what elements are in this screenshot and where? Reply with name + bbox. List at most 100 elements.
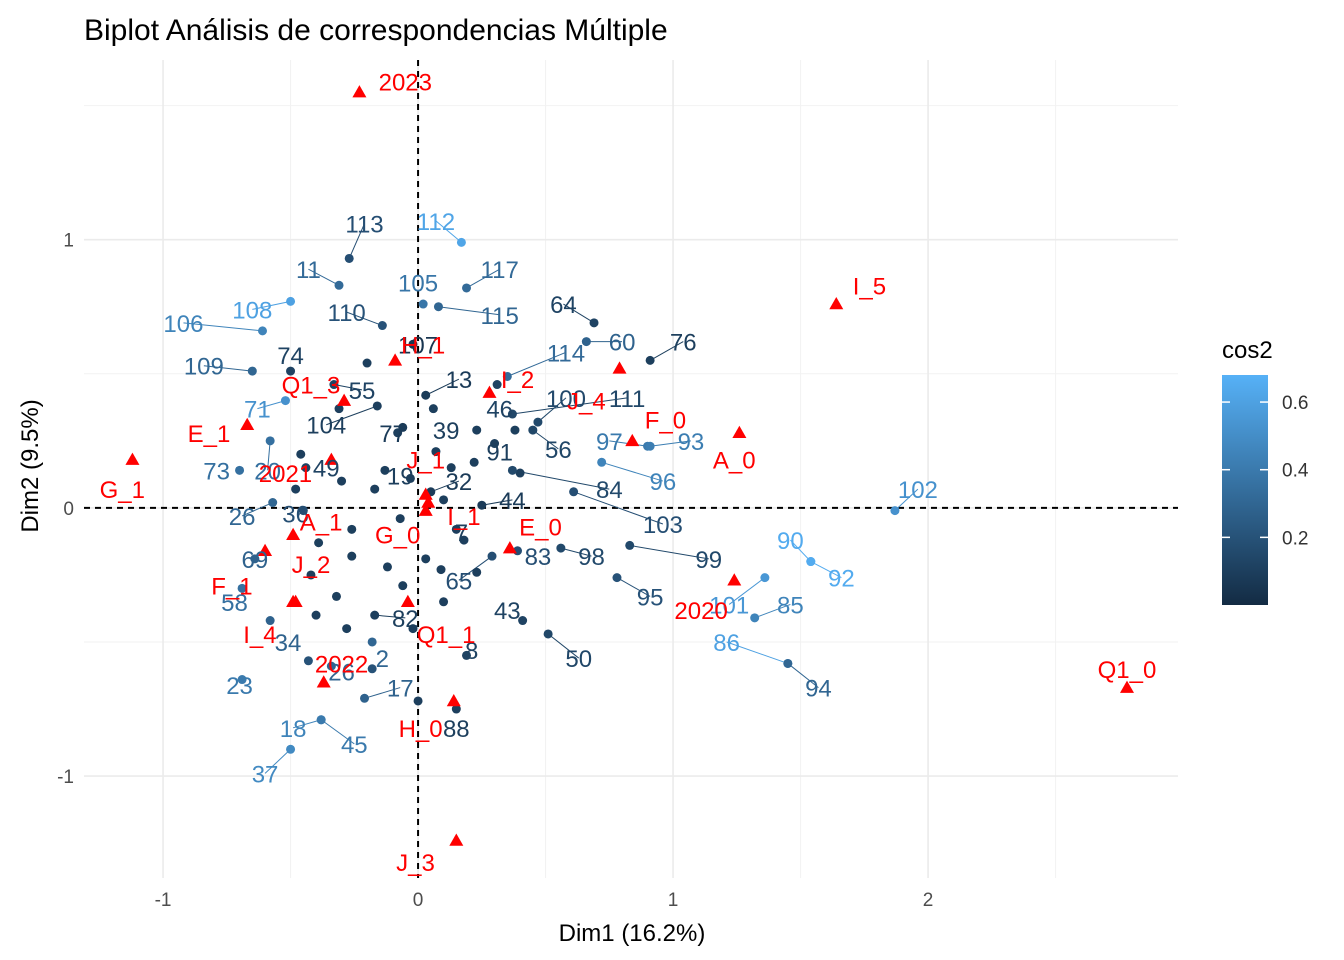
category-label: G_1 [100, 477, 145, 504]
individual-point [469, 457, 479, 467]
individual-point [398, 422, 408, 432]
individual-point [258, 326, 268, 336]
individual-point [408, 624, 418, 634]
individual-label: 109 [184, 354, 224, 381]
category-marker [388, 353, 403, 366]
category-label: I_1 [447, 504, 480, 531]
individual-point [490, 439, 500, 449]
individual-label: 110 [328, 300, 366, 327]
legend-tick-label: 0.6 [1282, 393, 1308, 414]
legend-ticks: 0.2 0.4 0.6 [1222, 393, 1309, 549]
category-label: I_5 [853, 273, 886, 300]
individual-label: 44 [499, 488, 526, 515]
individual-point [462, 650, 472, 660]
individual-point [439, 495, 449, 505]
category-label: J_4 [567, 389, 606, 416]
individual-point [314, 538, 324, 548]
individual-point [421, 390, 431, 400]
individual-point [428, 404, 438, 414]
leader-line [438, 306, 500, 316]
leader-line [560, 547, 592, 557]
category-marker [337, 393, 352, 406]
individual-label: 49 [313, 456, 340, 483]
x-axis-title: Dim1 (16.2%) [559, 920, 706, 947]
individual-point [451, 704, 461, 714]
individual-label: 90 [777, 528, 804, 555]
reference-lines [84, 60, 1178, 878]
category-label: I_4 [243, 622, 276, 649]
leader-line [537, 397, 567, 423]
individual-label: 39 [433, 418, 460, 445]
leader-line [512, 469, 610, 490]
individual-label: 111 [609, 386, 645, 413]
category-marker [1119, 680, 1134, 693]
individual-label: 104 [306, 413, 346, 440]
y-axis-title: Dim2 (9.5%) [17, 399, 44, 532]
leader-line [790, 539, 812, 562]
individual-point [446, 463, 456, 473]
category-label: J_3 [396, 850, 435, 877]
individual-point [280, 396, 290, 406]
leader-line [601, 461, 664, 482]
individual-point [528, 425, 538, 435]
individual-label: 115 [481, 303, 519, 330]
leader-line [425, 378, 460, 396]
leader-line [264, 748, 291, 774]
individual-point [337, 476, 347, 486]
leader-line [573, 491, 664, 525]
individual-label: 60 [609, 330, 636, 357]
individual-point [268, 498, 278, 508]
leader-line [241, 502, 273, 517]
individual-point [303, 656, 313, 666]
category-marker [421, 495, 436, 508]
individual-label: 85 [777, 592, 804, 619]
individual-point [510, 425, 520, 435]
individual-point [367, 664, 377, 674]
individual-point [750, 613, 760, 623]
individual-point [382, 562, 392, 572]
individual-point [370, 484, 380, 494]
individual-label: 107 [398, 332, 438, 359]
individual-label: 26 [229, 504, 256, 531]
leader-line [308, 268, 340, 286]
individual-point [413, 696, 423, 706]
individual-point [518, 616, 528, 626]
leader-line [754, 603, 791, 619]
x-tick-label: 2 [923, 890, 934, 911]
individual-label: 117 [481, 257, 519, 284]
category-marker [732, 425, 747, 439]
leader-line [649, 341, 684, 361]
individual-point [331, 591, 341, 601]
leader-line [512, 397, 628, 415]
individual-label: 101 [709, 592, 749, 619]
individual-point [502, 371, 512, 381]
individual-label: 112 [417, 209, 455, 236]
category-marker [400, 594, 415, 608]
category-label: Q1_0 [1098, 657, 1157, 684]
category-markers [125, 85, 1134, 846]
individual-point [265, 436, 275, 446]
category-marker [288, 594, 303, 608]
label-leader-lines [183, 220, 919, 774]
individual-label: 2 [376, 646, 389, 673]
individual-point [316, 715, 326, 725]
individual-point [760, 573, 770, 583]
category-label: I_2 [501, 367, 534, 394]
category-marker [240, 417, 255, 430]
category-label: F_0 [645, 407, 686, 434]
individual-point [367, 637, 377, 647]
category-label: Q1_3 [282, 373, 341, 400]
individual-point [347, 551, 357, 561]
individual-point [342, 624, 352, 634]
individual-label: 43 [494, 598, 521, 625]
category-label: J_2 [292, 552, 331, 579]
individual-label: 91 [486, 440, 513, 467]
category-label: J_1 [406, 448, 445, 475]
category-marker [625, 433, 640, 447]
individual-point [543, 629, 553, 639]
individual-label: 58 [221, 590, 248, 617]
individual-point [507, 409, 517, 419]
individual-point [377, 321, 387, 331]
